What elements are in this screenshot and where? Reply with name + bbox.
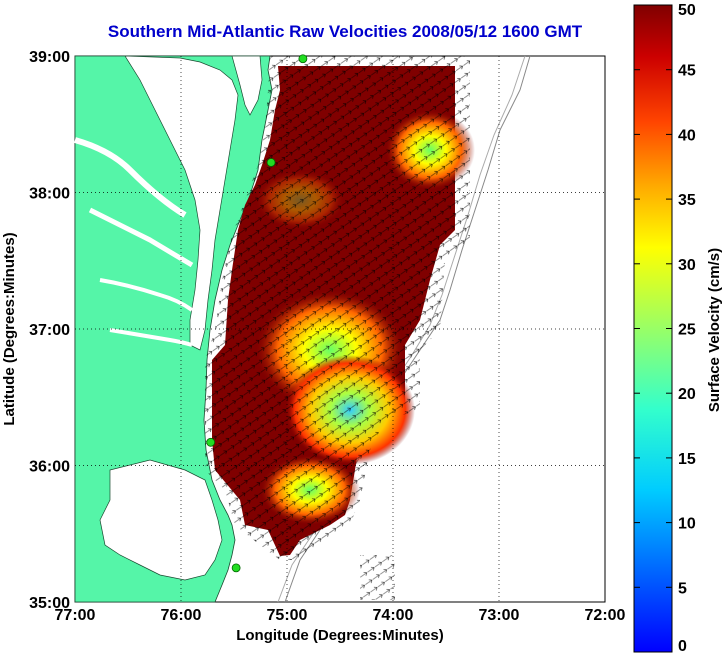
x-tick-label: 77:00 xyxy=(55,607,96,624)
radar-station-marker xyxy=(231,563,241,573)
hf-radar-stations xyxy=(206,54,308,573)
colorbar-tick-labels: 0 5 10 15 20 25 30 35 40 45 50 xyxy=(634,2,696,655)
colorbar-tick-label: 5 xyxy=(678,580,687,597)
colorbar-tick-label: 30 xyxy=(678,257,696,274)
x-tick-label: 74:00 xyxy=(373,607,414,624)
x-tick-label: 73:00 xyxy=(479,607,520,624)
colorbar-tick-label: 20 xyxy=(678,386,696,403)
map-title: Southern Mid-Atlantic Raw Velocities 200… xyxy=(107,22,583,41)
colorbar-tick-label: 0 xyxy=(678,638,687,655)
radar-station-marker xyxy=(298,54,308,64)
colorbar-tick-label: 10 xyxy=(678,516,696,533)
y-tick-label: 38:00 xyxy=(29,186,70,203)
y-tick-label: 37:00 xyxy=(29,322,70,339)
radar-station-marker xyxy=(206,437,216,447)
x-axis-label: Longitude (Degrees:Minutes) xyxy=(236,627,444,644)
x-tick-label: 76:00 xyxy=(161,607,202,624)
river xyxy=(74,137,187,218)
colorbar-tick-label: 25 xyxy=(678,322,696,339)
grid-lines xyxy=(75,56,605,602)
colorbar-label: Surface Velocity (cm/s) xyxy=(706,248,723,412)
colorbar-tick-label: 50 xyxy=(678,2,696,19)
colorbar-tick-label: 40 xyxy=(678,127,696,144)
colorbar-tick-label: 15 xyxy=(678,451,696,468)
delaware-bay xyxy=(231,55,263,116)
river xyxy=(88,207,194,268)
velocity-vectors xyxy=(360,555,395,600)
river xyxy=(99,278,194,312)
y-tick-label: 36:00 xyxy=(29,459,70,476)
x-tick-label: 72:00 xyxy=(585,607,626,624)
radar-station-marker xyxy=(266,158,276,167)
x-tick-label: 75:00 xyxy=(267,607,308,624)
colorbar-tick-label: 45 xyxy=(678,63,696,80)
y-tick-labels: 39:00 38:00 37:00 36:00 35:00 xyxy=(29,49,70,612)
y-tick-label: 35:00 xyxy=(29,595,70,612)
colorbar-tick-label: 35 xyxy=(678,192,696,209)
y-axis-label: Latitude (Degrees:Minutes) xyxy=(1,232,18,425)
velocity-vectors xyxy=(205,56,470,560)
river xyxy=(109,328,193,347)
colorbar xyxy=(633,4,673,653)
y-tick-label: 39:00 xyxy=(29,49,70,66)
pamlico-sound xyxy=(99,459,223,581)
chesapeake-bay xyxy=(124,55,239,351)
x-tick-labels: 77:00 76:00 75:00 74:00 73:00 72:00 xyxy=(55,607,626,624)
